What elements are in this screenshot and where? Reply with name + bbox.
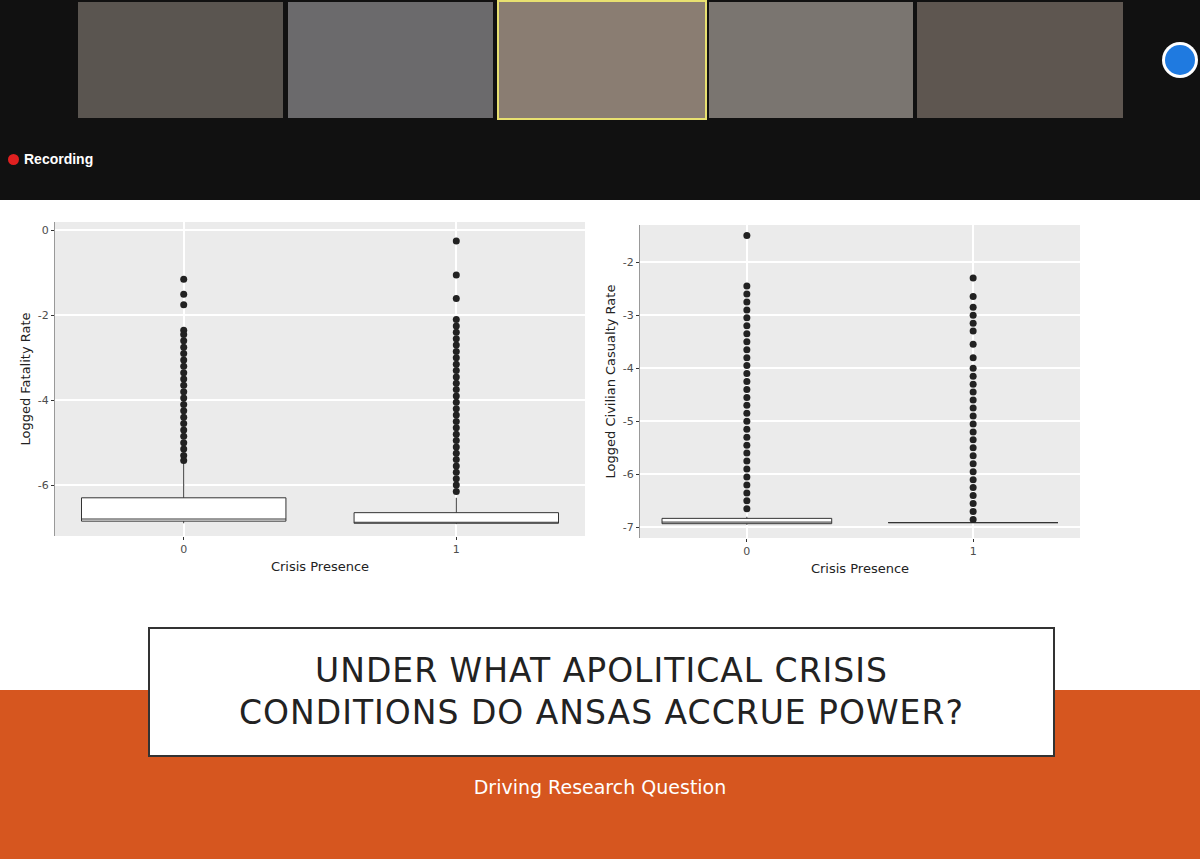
svg-text:Crisis Presence: Crisis Presence	[271, 559, 369, 574]
svg-text:1: 1	[453, 543, 460, 556]
svg-text:0: 0	[743, 545, 750, 558]
svg-text:Logged Civilian Casualty Rate: Logged Civilian Casualty Rate	[603, 285, 618, 479]
svg-text:-4: -4	[38, 394, 49, 407]
svg-text:-3: -3	[623, 309, 634, 322]
html-text:CONDITIONS DO ANSAS ACCRUE POW: CONDITIONS DO ANSAS ACCRUE POWER?	[239, 693, 964, 732]
svg-text:0: 0	[180, 543, 187, 556]
svg-text:-2: -2	[38, 309, 49, 322]
svg-text:1: 1	[970, 545, 977, 558]
svg-text:-2: -2	[623, 256, 634, 269]
html-text:UNDER WHAT APOLITICAL CRISIS: UNDER WHAT APOLITICAL CRISIS	[315, 651, 888, 690]
svg-text:0: 0	[42, 224, 49, 237]
svg-text:-7: -7	[623, 521, 634, 534]
svg-text:-5: -5	[623, 415, 634, 428]
svg-text:-4: -4	[623, 362, 634, 375]
html-text:Driving Research Question: Driving Research Question	[473, 776, 727, 798]
svg-text:Logged Fatality Rate: Logged Fatality Rate	[18, 312, 33, 445]
svg-text:-6: -6	[38, 479, 49, 492]
html-text:Recording: Recording	[24, 151, 94, 167]
svg-text:Crisis Presence: Crisis Presence	[811, 561, 909, 576]
svg-text:-6: -6	[623, 468, 634, 481]
